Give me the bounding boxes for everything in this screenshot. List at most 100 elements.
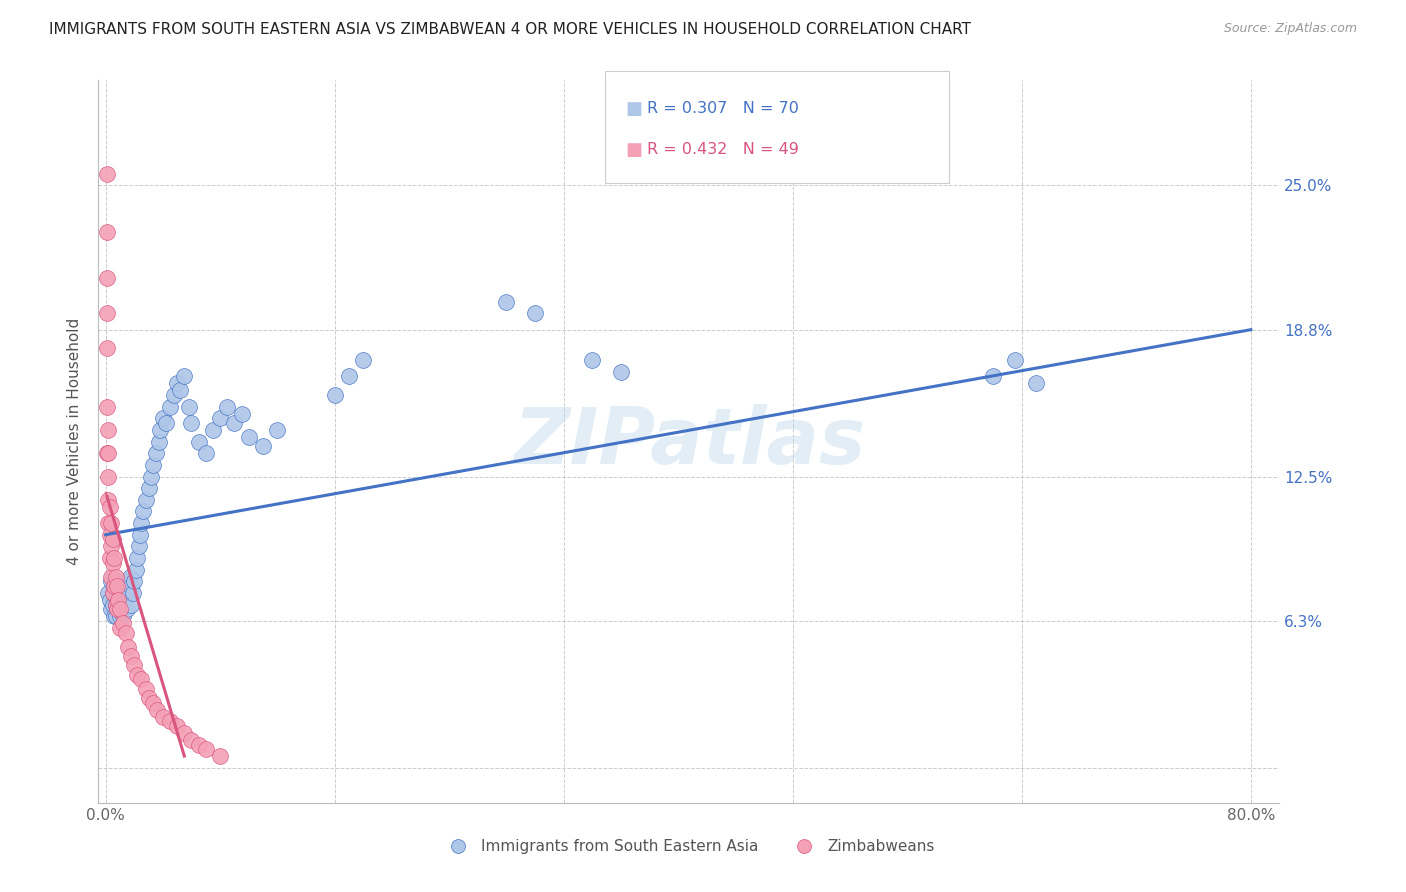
Point	[117, 586, 139, 600]
Point	[118, 570, 141, 584]
Point	[105, 579, 128, 593]
Point	[132, 504, 155, 518]
Point	[96, 225, 118, 239]
Point	[121, 586, 143, 600]
Point	[120, 579, 142, 593]
Point	[146, 702, 169, 716]
Point	[131, 516, 153, 530]
Point	[495, 294, 517, 309]
Point	[120, 598, 142, 612]
Point	[107, 602, 129, 616]
Point	[177, 400, 200, 414]
Point	[96, 306, 118, 320]
Legend: Immigrants from South Eastern Asia, Zimbabweans: Immigrants from South Eastern Asia, Zimb…	[437, 833, 941, 860]
Point	[173, 369, 195, 384]
Point	[104, 598, 127, 612]
Text: ZIPatlas: ZIPatlas	[513, 403, 865, 480]
Point	[120, 648, 142, 663]
Point	[98, 551, 121, 566]
Point	[100, 574, 122, 589]
Point	[115, 574, 138, 589]
Point	[105, 593, 128, 607]
Point	[101, 586, 124, 600]
Point	[108, 586, 131, 600]
Point	[122, 574, 145, 589]
Point	[187, 738, 209, 752]
Point	[96, 271, 118, 285]
Point	[159, 714, 181, 729]
Text: Source: ZipAtlas.com: Source: ZipAtlas.com	[1223, 22, 1357, 36]
Point	[138, 481, 160, 495]
Point	[152, 411, 174, 425]
Point	[152, 709, 174, 723]
Point	[111, 609, 134, 624]
Point	[108, 621, 131, 635]
Point	[209, 749, 232, 764]
Point	[224, 416, 246, 430]
Point	[122, 658, 145, 673]
Point	[103, 551, 125, 566]
Point	[131, 673, 153, 687]
Point	[97, 469, 120, 483]
Point	[125, 667, 148, 681]
Point	[97, 492, 120, 507]
Point	[180, 416, 202, 430]
Point	[101, 556, 124, 570]
Point	[111, 616, 134, 631]
Point	[238, 430, 260, 444]
Point	[155, 416, 177, 430]
Point	[114, 625, 136, 640]
Point	[112, 593, 135, 607]
Point	[252, 439, 274, 453]
Point	[142, 696, 165, 710]
Point	[101, 533, 124, 547]
Point	[97, 586, 120, 600]
Point	[124, 563, 146, 577]
Text: R = 0.307   N = 70: R = 0.307 N = 70	[647, 101, 799, 116]
Point	[100, 516, 122, 530]
Point	[187, 434, 209, 449]
Point	[201, 423, 224, 437]
Point	[98, 528, 121, 542]
Point	[610, 365, 633, 379]
Point	[115, 602, 138, 616]
Point	[352, 353, 374, 368]
Point	[103, 579, 125, 593]
Point	[98, 500, 121, 514]
Point	[101, 586, 124, 600]
Point	[110, 598, 132, 612]
Point	[103, 609, 125, 624]
Point	[96, 400, 118, 414]
Point	[104, 570, 127, 584]
Point	[524, 306, 547, 320]
Point	[323, 388, 346, 402]
Point	[337, 369, 360, 384]
Point	[105, 602, 128, 616]
Point	[1004, 353, 1026, 368]
Point	[103, 579, 125, 593]
Point	[100, 540, 122, 554]
Point	[129, 528, 152, 542]
Point	[148, 434, 170, 449]
Text: ■: ■	[626, 141, 643, 159]
Text: IMMIGRANTS FROM SOUTH EASTERN ASIA VS ZIMBABWEAN 4 OR MORE VEHICLES IN HOUSEHOLD: IMMIGRANTS FROM SOUTH EASTERN ASIA VS ZI…	[49, 22, 972, 37]
Point	[145, 446, 167, 460]
Point	[97, 423, 120, 437]
Point	[266, 423, 288, 437]
Point	[128, 540, 150, 554]
Point	[209, 411, 232, 425]
Point	[231, 407, 253, 421]
Point	[581, 353, 603, 368]
Point	[96, 167, 118, 181]
Point	[217, 400, 239, 414]
Point	[1025, 376, 1047, 391]
Point	[100, 570, 122, 584]
Point	[166, 376, 188, 391]
Point	[108, 602, 131, 616]
Point	[104, 598, 127, 612]
Point	[101, 598, 124, 612]
Point	[159, 400, 181, 414]
Point	[108, 609, 131, 624]
Point	[180, 732, 202, 747]
Point	[125, 551, 148, 566]
